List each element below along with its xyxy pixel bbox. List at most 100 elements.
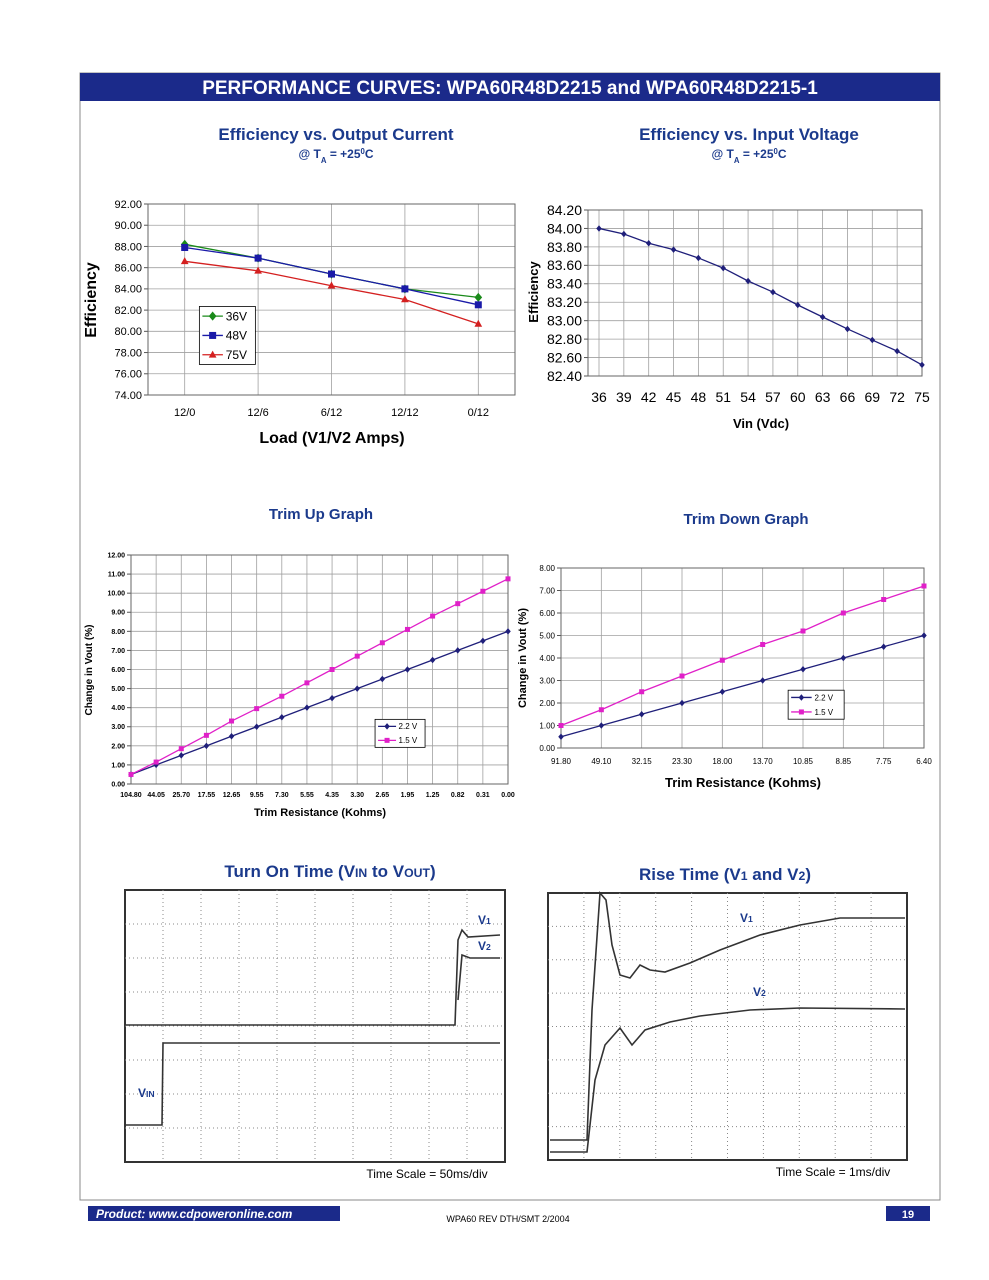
footer-revision: WPA60 REV DTH/SMT 2/2004 xyxy=(446,1214,569,1224)
y-tick-label: 0.00 xyxy=(539,744,555,753)
x-tick-label: 63 xyxy=(815,389,831,405)
x-tick-label: 23.30 xyxy=(672,757,693,766)
marker xyxy=(480,588,486,594)
marker xyxy=(840,654,847,662)
marker xyxy=(819,313,826,321)
y-tick-label: 83.20 xyxy=(547,294,582,310)
x-tick-label: 2.65 xyxy=(376,792,390,799)
y-tick-label: 74.00 xyxy=(114,390,142,402)
trace-label-part: V xyxy=(753,985,761,999)
y-tick-label: 84.00 xyxy=(547,220,582,236)
marker xyxy=(279,713,285,721)
footer-page-bar xyxy=(886,1206,930,1221)
x-tick-label: 3.30 xyxy=(350,792,364,799)
scope-title-part: 1 xyxy=(741,869,748,883)
marker xyxy=(384,737,390,743)
y-tick-label: 6.00 xyxy=(111,667,125,674)
legend-label: 2.2 V xyxy=(399,722,418,731)
marker xyxy=(454,647,461,654)
marker xyxy=(254,266,262,274)
trace-label-part: V xyxy=(740,911,748,925)
marker xyxy=(695,254,702,262)
footer-product-bar xyxy=(88,1206,340,1221)
plot-border xyxy=(560,567,925,749)
marker xyxy=(208,311,217,321)
legend-box xyxy=(374,718,426,748)
marker xyxy=(621,230,627,238)
x-tick-label: 75 xyxy=(914,389,930,405)
chart-title: Efficiency vs. Output Current xyxy=(218,125,454,144)
marker xyxy=(304,704,310,711)
x-tick-label: 36 xyxy=(591,389,607,405)
marker xyxy=(670,246,677,253)
series-line xyxy=(598,227,923,366)
scope-title-part: to V xyxy=(367,862,404,881)
chart-subtitle-part: 0 xyxy=(774,147,779,156)
y-tick-label: 83.40 xyxy=(547,276,582,292)
legend-label: 48V xyxy=(226,329,247,343)
x-tick-label: 10.85 xyxy=(793,757,814,766)
scope-title-part: ) xyxy=(430,862,436,881)
x-tick-label: 51 xyxy=(715,389,731,405)
y-tick-label: 7.00 xyxy=(539,586,555,595)
marker xyxy=(401,295,409,303)
y-tick-label: 4.00 xyxy=(111,705,125,712)
x-tick-label: 12/12 xyxy=(391,407,419,419)
marker xyxy=(720,264,726,272)
marker xyxy=(401,285,409,293)
x-tick-label: 17.55 xyxy=(198,792,216,799)
marker xyxy=(328,270,335,278)
x-tick-label: 32.15 xyxy=(632,757,653,766)
x-tick-label: 57 xyxy=(765,389,781,405)
scope-title: Turn On Time (VIN to VOUT) xyxy=(224,862,435,881)
marker xyxy=(429,656,436,664)
marker xyxy=(228,733,235,740)
series-line xyxy=(560,634,925,738)
y-tick-label: 12.00 xyxy=(107,552,125,559)
legend-label: 2.2 V xyxy=(814,693,833,702)
y-tick-label: 1.00 xyxy=(539,721,555,730)
trace-label: V1 xyxy=(740,911,753,925)
y-axis-label: Efficiency xyxy=(83,262,100,338)
marker xyxy=(203,742,210,750)
marker xyxy=(919,361,925,369)
y-tick-label: 3.00 xyxy=(111,724,125,731)
plot-border xyxy=(147,203,516,396)
plot-border xyxy=(130,554,509,785)
chart-subtitle-part: = +25 xyxy=(739,147,773,161)
marker xyxy=(645,239,652,247)
y-tick-label: 88.00 xyxy=(114,241,142,253)
marker xyxy=(279,693,285,699)
chart-subtitle-part: @ T xyxy=(298,147,321,161)
series-line xyxy=(130,578,509,776)
trace-label-part: 2 xyxy=(486,942,491,952)
scope-title-part: IN xyxy=(355,866,367,880)
y-tick-label: 83.00 xyxy=(547,313,582,329)
y-tick-label: 8.00 xyxy=(111,629,125,636)
x-tick-label: 1.95 xyxy=(401,792,415,799)
marker xyxy=(840,610,846,616)
scope-trace xyxy=(125,1042,500,1126)
plot-area xyxy=(587,209,923,377)
scope-title-part: and V xyxy=(748,865,800,884)
marker xyxy=(354,653,360,659)
x-tick-label: 12/6 xyxy=(247,407,268,419)
marker xyxy=(153,759,159,765)
chart-title: Trim Down Graph xyxy=(683,511,808,528)
marker xyxy=(598,707,604,713)
marker xyxy=(719,657,725,663)
x-tick-label: 0.82 xyxy=(451,792,465,799)
marker xyxy=(598,722,605,729)
marker xyxy=(921,583,927,589)
marker xyxy=(745,277,751,285)
chart-subtitle-part: @ T xyxy=(711,147,734,161)
marker xyxy=(379,640,385,646)
marker xyxy=(474,292,483,302)
y-tick-label: 84.20 xyxy=(547,202,582,218)
y-tick-label: 5.00 xyxy=(539,631,555,640)
y-tick-label: 82.40 xyxy=(547,368,582,384)
scope-title-part: Turn On Time (V xyxy=(224,862,355,881)
marker xyxy=(880,643,887,650)
marker xyxy=(455,601,461,607)
